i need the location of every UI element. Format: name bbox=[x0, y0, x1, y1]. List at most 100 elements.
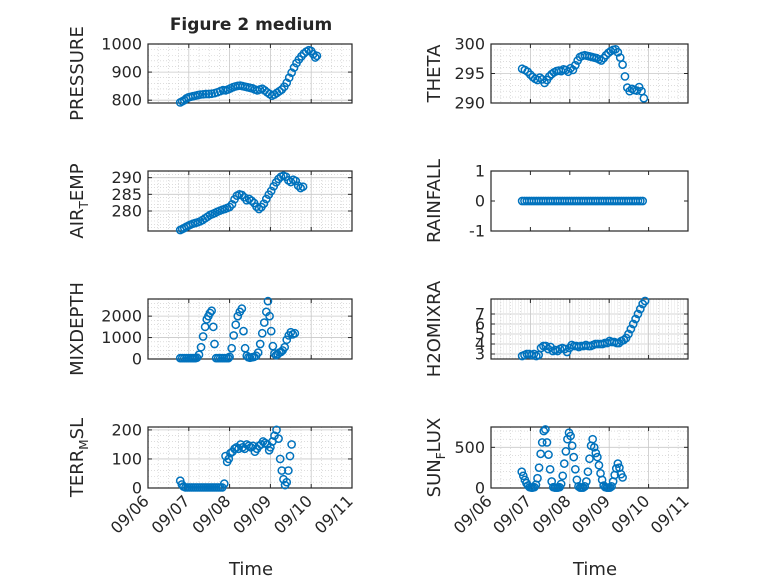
data-point bbox=[266, 186, 276, 196]
data-point bbox=[639, 93, 649, 103]
data-point bbox=[628, 319, 638, 329]
y-axis-label: THETA bbox=[424, 44, 445, 104]
y-axis-label: RAINFALL bbox=[424, 159, 445, 243]
axes-box bbox=[147, 426, 353, 489]
data-point bbox=[286, 177, 296, 187]
y-axis-label: TERRMSL bbox=[67, 418, 91, 498]
data-point bbox=[594, 460, 604, 470]
data-point bbox=[596, 56, 606, 65]
data-point bbox=[252, 202, 261, 212]
data-point bbox=[291, 176, 301, 186]
data-point bbox=[259, 318, 269, 327]
y-tick-label: 290 bbox=[111, 168, 142, 187]
data-point bbox=[559, 459, 569, 468]
data-point bbox=[265, 311, 274, 321]
data-point bbox=[618, 60, 627, 70]
data-point bbox=[198, 89, 208, 99]
y-axis-label: MIXDEPTH bbox=[67, 282, 88, 376]
data-point bbox=[254, 204, 264, 214]
data-point bbox=[275, 454, 285, 464]
subplot-pressure: 800 900 1000 PRESSURE bbox=[67, 26, 353, 121]
y-axis-label: PRESSURE bbox=[67, 26, 88, 121]
data-point bbox=[613, 459, 623, 468]
data-point bbox=[225, 352, 234, 362]
y-tick-label: 285 bbox=[111, 185, 142, 204]
y-tick-label: 0 bbox=[132, 479, 142, 498]
data-point bbox=[290, 328, 300, 338]
y-tick-label: 900 bbox=[111, 63, 142, 82]
y-tick-label: 200 bbox=[111, 420, 142, 439]
data-point bbox=[556, 479, 566, 489]
data-point bbox=[537, 438, 547, 447]
data-point bbox=[570, 60, 580, 70]
data-point bbox=[533, 75, 542, 85]
data-point bbox=[287, 68, 296, 78]
data-point bbox=[293, 181, 303, 191]
axes-box bbox=[147, 298, 353, 360]
data-point bbox=[201, 89, 211, 99]
axes-box bbox=[147, 170, 353, 232]
y-tick-label: 0 bbox=[475, 192, 485, 211]
data-point bbox=[517, 467, 527, 477]
data-point bbox=[539, 426, 549, 436]
data-point bbox=[266, 442, 275, 452]
data-point bbox=[533, 473, 542, 483]
x-axis-label-left: Time bbox=[228, 559, 273, 580]
data-point bbox=[255, 339, 265, 349]
y-axis-label: SUNFLUX bbox=[424, 418, 448, 498]
data-point bbox=[534, 463, 544, 473]
data-point bbox=[224, 454, 234, 464]
data-point bbox=[196, 342, 206, 352]
y-tick-label: 1000 bbox=[101, 328, 142, 347]
data-point bbox=[280, 342, 290, 352]
data-point bbox=[570, 464, 580, 474]
data-point bbox=[633, 309, 643, 319]
data-point bbox=[198, 332, 208, 341]
data-point bbox=[282, 335, 292, 345]
data-point bbox=[589, 442, 599, 452]
data-point bbox=[239, 326, 248, 336]
data-point bbox=[607, 482, 616, 491]
data-point bbox=[569, 452, 579, 462]
data-point bbox=[225, 202, 234, 212]
y-tick-label: 6 bbox=[475, 315, 485, 334]
y-tick-label: 800 bbox=[111, 91, 142, 110]
data-point bbox=[244, 441, 254, 451]
data-point bbox=[208, 322, 218, 332]
data-point bbox=[638, 196, 648, 206]
data-point bbox=[561, 447, 571, 456]
data-point bbox=[624, 329, 633, 339]
data-point bbox=[558, 471, 568, 481]
y-tick-label: 500 bbox=[454, 438, 485, 457]
data-point bbox=[640, 296, 650, 306]
data-point bbox=[286, 327, 296, 337]
data-point bbox=[227, 343, 236, 353]
data-point bbox=[544, 450, 553, 460]
data-point bbox=[263, 296, 273, 306]
y-tick-label: 5 bbox=[475, 325, 485, 344]
data-point bbox=[272, 425, 281, 435]
data-point bbox=[597, 475, 607, 485]
data-point bbox=[619, 335, 629, 345]
data-point bbox=[567, 441, 577, 451]
data-point bbox=[541, 425, 550, 434]
y-tick-label: 100 bbox=[111, 449, 142, 468]
data-point bbox=[227, 199, 237, 209]
data-point bbox=[261, 194, 271, 204]
subplot-mixdepth: 0 1000 2000 MIXDEPTH bbox=[67, 282, 353, 376]
y-tick-label: 4 bbox=[475, 335, 485, 354]
axes-box bbox=[147, 43, 353, 104]
axes-box bbox=[490, 426, 689, 489]
y-tick-label: 1000 bbox=[101, 35, 142, 54]
data-point bbox=[210, 339, 219, 349]
data-point bbox=[247, 196, 256, 206]
data-point bbox=[195, 90, 205, 99]
data-point bbox=[312, 51, 322, 61]
data-point bbox=[231, 320, 241, 330]
y-tick-label: 0 bbox=[475, 479, 485, 498]
data-point bbox=[593, 452, 602, 462]
figure-title: Figure 2 medium bbox=[170, 15, 332, 35]
